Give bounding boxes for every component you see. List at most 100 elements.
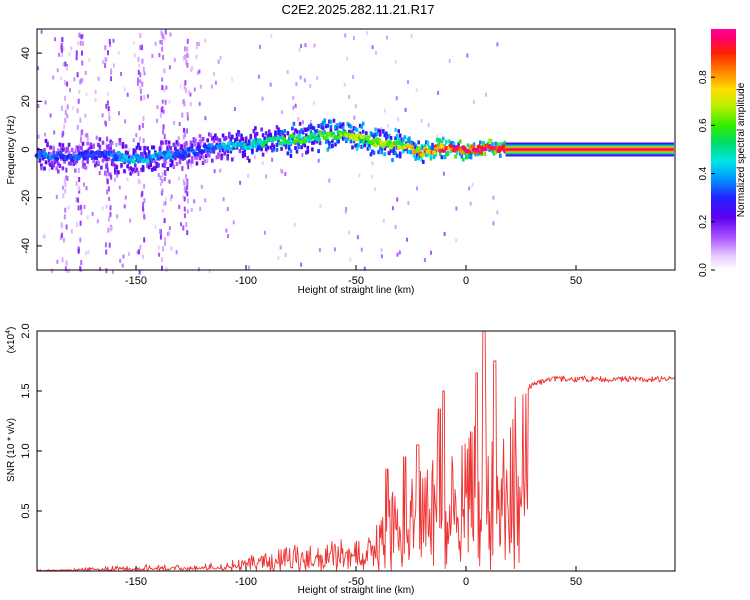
ridge-cell: [348, 123, 351, 128]
ridge-core: [478, 150, 483, 155]
noise-column-speckle: [142, 66, 145, 72]
noise-column-speckle: [185, 59, 188, 65]
ridge-cell: [301, 130, 305, 135]
noise-column-speckle: [140, 95, 143, 101]
noise-speckle: [173, 57, 176, 62]
noise-column-speckle: [110, 76, 112, 82]
noise-column-speckle: [77, 248, 80, 254]
ridge-cell: [174, 146, 177, 151]
ridge-cell: [49, 152, 52, 157]
noise-speckle: [354, 104, 357, 109]
ridge-cell: [166, 167, 169, 171]
ridge-cell: [220, 156, 223, 161]
ridge-cell: [226, 154, 229, 159]
noise-speckle: [430, 250, 432, 255]
ridge-cell: [354, 127, 357, 131]
ridge-core: [296, 133, 302, 139]
noise-speckle: [146, 94, 149, 99]
noise-speckle: [352, 36, 355, 40]
noise-speckle: [128, 252, 130, 257]
ridge-cell: [69, 161, 72, 166]
ridge-core: [421, 152, 426, 157]
noise-column-speckle: [107, 50, 109, 56]
ridge-cell: [132, 167, 136, 172]
ridge-cell: [286, 151, 290, 156]
ridge-cell: [52, 150, 55, 155]
ridge-cell: [132, 151, 136, 156]
noise-speckle: [74, 149, 77, 154]
noise-speckle: [387, 124, 389, 129]
noise-column-speckle: [184, 187, 187, 193]
ridge-cell: [171, 159, 174, 164]
noise-speckle: [358, 173, 361, 178]
ridge-cell: [221, 133, 225, 138]
noise-speckle: [442, 171, 445, 176]
noise-speckle: [397, 117, 400, 122]
noise-speckle: [226, 207, 229, 212]
ridge-cell: [345, 137, 348, 142]
noise-speckle: [120, 71, 123, 76]
noise-speckle: [328, 178, 331, 183]
noise-speckle: [116, 173, 119, 178]
ridge-cell: [346, 121, 350, 126]
ridge-cell: [355, 146, 359, 151]
noise-column-speckle: [184, 46, 186, 52]
ridge-cell: [368, 143, 371, 148]
ridge-cell: [241, 151, 245, 155]
ridge-cell: [67, 161, 71, 166]
noise-speckle: [168, 65, 171, 70]
noise-speckle: [318, 247, 321, 252]
ridge-cell: [289, 154, 293, 158]
stable-tone-band: [505, 148, 674, 151]
noise-speckle: [239, 180, 242, 185]
noise-speckle: [84, 113, 87, 118]
ridge-cell: [57, 169, 60, 174]
noise-column-speckle: [80, 210, 83, 216]
noise-speckle: [313, 43, 316, 48]
snr-background: [37, 331, 675, 571]
ridge-core: [467, 149, 473, 155]
ridge-cell: [237, 132, 240, 137]
ridge-core: [281, 136, 286, 141]
ridge-cell: [66, 146, 69, 151]
noise-speckle: [107, 172, 110, 176]
ridge-cell: [169, 146, 172, 151]
ridge-cell: [332, 118, 336, 123]
ridge-cell: [244, 139, 248, 144]
ridge-cell: [328, 141, 331, 145]
ridge-cell: [248, 143, 251, 148]
ridge-core: [102, 154, 108, 159]
ridge-cell: [44, 160, 48, 165]
noise-column-speckle: [183, 101, 186, 107]
noise-speckle: [356, 235, 359, 240]
noise-column-speckle: [185, 222, 188, 227]
ridge-cell: [120, 163, 123, 168]
noise-speckle: [374, 50, 377, 55]
ridge-cell: [271, 148, 274, 153]
ridge-cell: [300, 145, 303, 150]
noise-speckle: [366, 31, 369, 36]
ridge-cell: [67, 142, 71, 147]
noise-column-speckle: [140, 45, 143, 50]
noise-speckle: [427, 123, 430, 128]
noise-speckle: [127, 167, 130, 171]
noise-column-speckle: [78, 188, 81, 194]
ridge-cell: [143, 150, 146, 155]
ridge-cell: [130, 167, 134, 172]
noise-speckle: [132, 41, 135, 46]
noise-column-speckle: [139, 72, 142, 78]
colorbar-gradient: [711, 29, 736, 270]
ridge-cell: [398, 151, 402, 156]
ridge-cell: [191, 155, 194, 160]
noise-column-speckle: [64, 95, 66, 101]
ridge-core: [184, 153, 189, 159]
noise-speckle: [195, 45, 198, 50]
noise-column-speckle: [60, 43, 63, 48]
noise-speckle: [126, 92, 129, 97]
noise-speckle: [360, 247, 363, 252]
ridge-cell: [388, 151, 391, 156]
ridge-cell: [432, 154, 436, 159]
ridge-cell: [351, 129, 354, 134]
noise-speckle: [396, 252, 399, 257]
noise-speckle: [301, 120, 304, 125]
